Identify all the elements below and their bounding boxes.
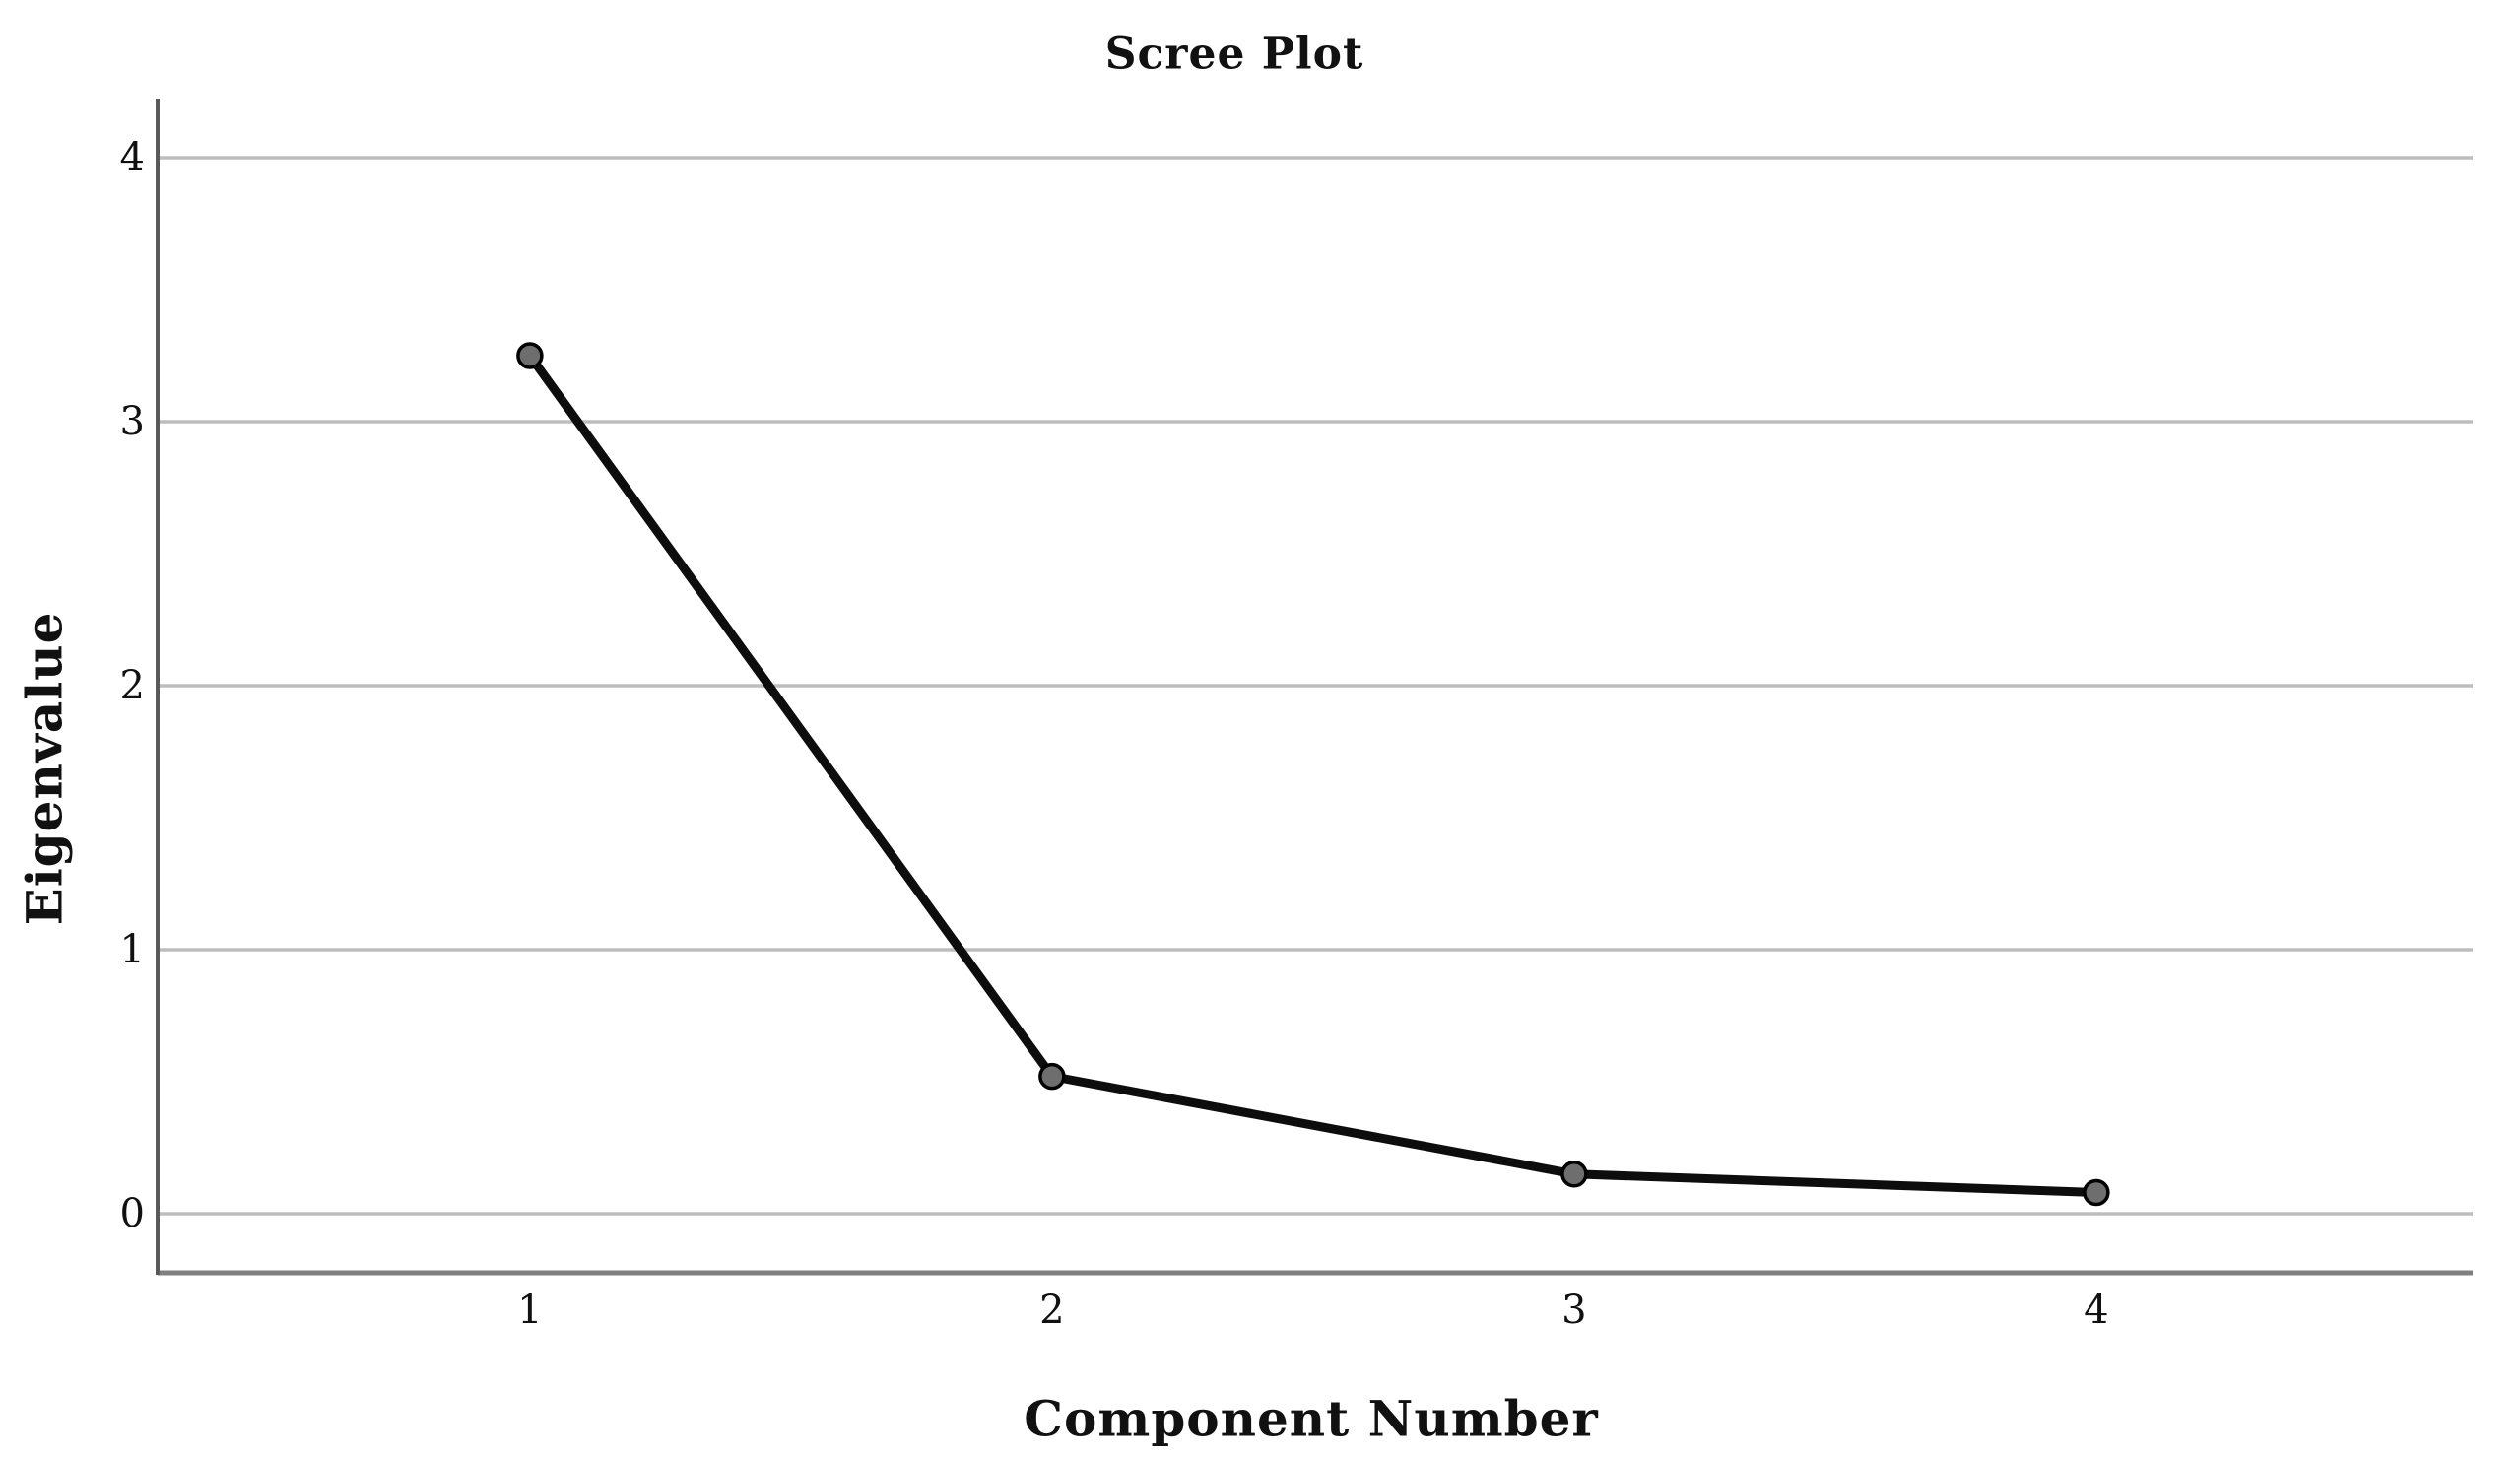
x-tick-label: 4 [2084,1288,2109,1333]
x-tick-label: 3 [1561,1288,1587,1333]
data-point-marker [2083,1178,2110,1207]
data-point-marker [1560,1161,1588,1188]
y-axis-label: Eigenvalue [15,611,74,926]
y-tick-label: 0 [119,1190,145,1236]
data-point-marker [1038,1062,1066,1091]
data-point-marker [516,342,544,369]
chart-title: Scree Plot [1104,29,1364,80]
y-tick-label: 4 [119,135,145,181]
series-line [525,351,2101,1198]
x-tick-label: 2 [1039,1288,1065,1333]
y-tick-label: 2 [119,663,145,708]
y-tick-label: 3 [119,399,145,444]
x-axis-label: Component Number [1024,1389,1599,1448]
x-tick-label: 1 [517,1288,543,1333]
y-tick-label: 1 [119,926,145,972]
